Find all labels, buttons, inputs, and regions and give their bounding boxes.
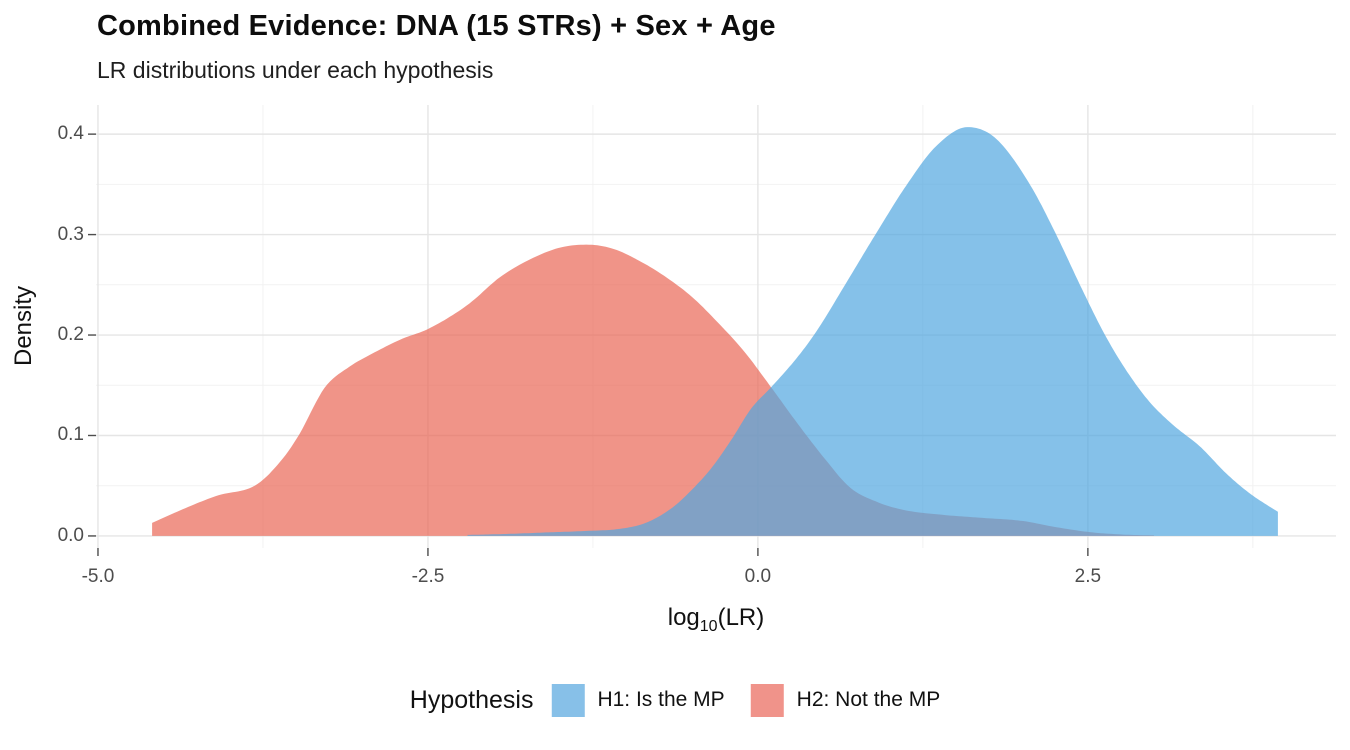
density-area-h1 — [467, 127, 1278, 536]
x-tick-label: -5.0 — [81, 566, 115, 587]
y-tick-label: 0.1 — [57, 424, 84, 446]
legend-label: H2: Not the MP — [796, 688, 941, 711]
axis-ticks — [88, 133, 1089, 556]
legend: Hypothesis H1: Is the MP H2: Not the MP — [410, 680, 940, 720]
x-axis-label-base: log — [667, 604, 700, 632]
y-axis-label: Density — [10, 285, 37, 367]
y-tick-label: 0.4 — [57, 123, 84, 145]
chart-title: Combined Evidence: DNA (15 STRs) + Sex +… — [97, 10, 776, 42]
x-axis-label-rest: (LR) — [717, 604, 765, 632]
density-area-h2 — [152, 244, 1154, 536]
x-axis-label-subscript: 10 — [699, 617, 718, 635]
y-tick-label: 0.3 — [57, 223, 84, 245]
y-tick-label: 0.0 — [57, 524, 84, 546]
legend-swatch-h1 — [551, 683, 585, 717]
x-tick-label: -2.5 — [411, 566, 445, 587]
chart-subtitle: LR distributions under each hypothesis — [97, 57, 494, 83]
y-tick-label: 0.2 — [57, 324, 84, 346]
legend-title: Hypothesis — [409, 685, 534, 714]
legend-entry-h1: H1: Is the MP — [551, 683, 725, 717]
legend-label: H1: Is the MP — [597, 688, 725, 711]
legend-entry-h2: H2: Not the MP — [750, 683, 941, 717]
x-tick-label: 0.0 — [744, 566, 772, 587]
legend-swatch-h2 — [750, 683, 784, 717]
plot-area — [88, 105, 1336, 556]
x-axis-label: log10(LR) — [668, 604, 765, 636]
density-areas — [152, 127, 1278, 536]
x-tick-label: 2.5 — [1074, 566, 1102, 587]
